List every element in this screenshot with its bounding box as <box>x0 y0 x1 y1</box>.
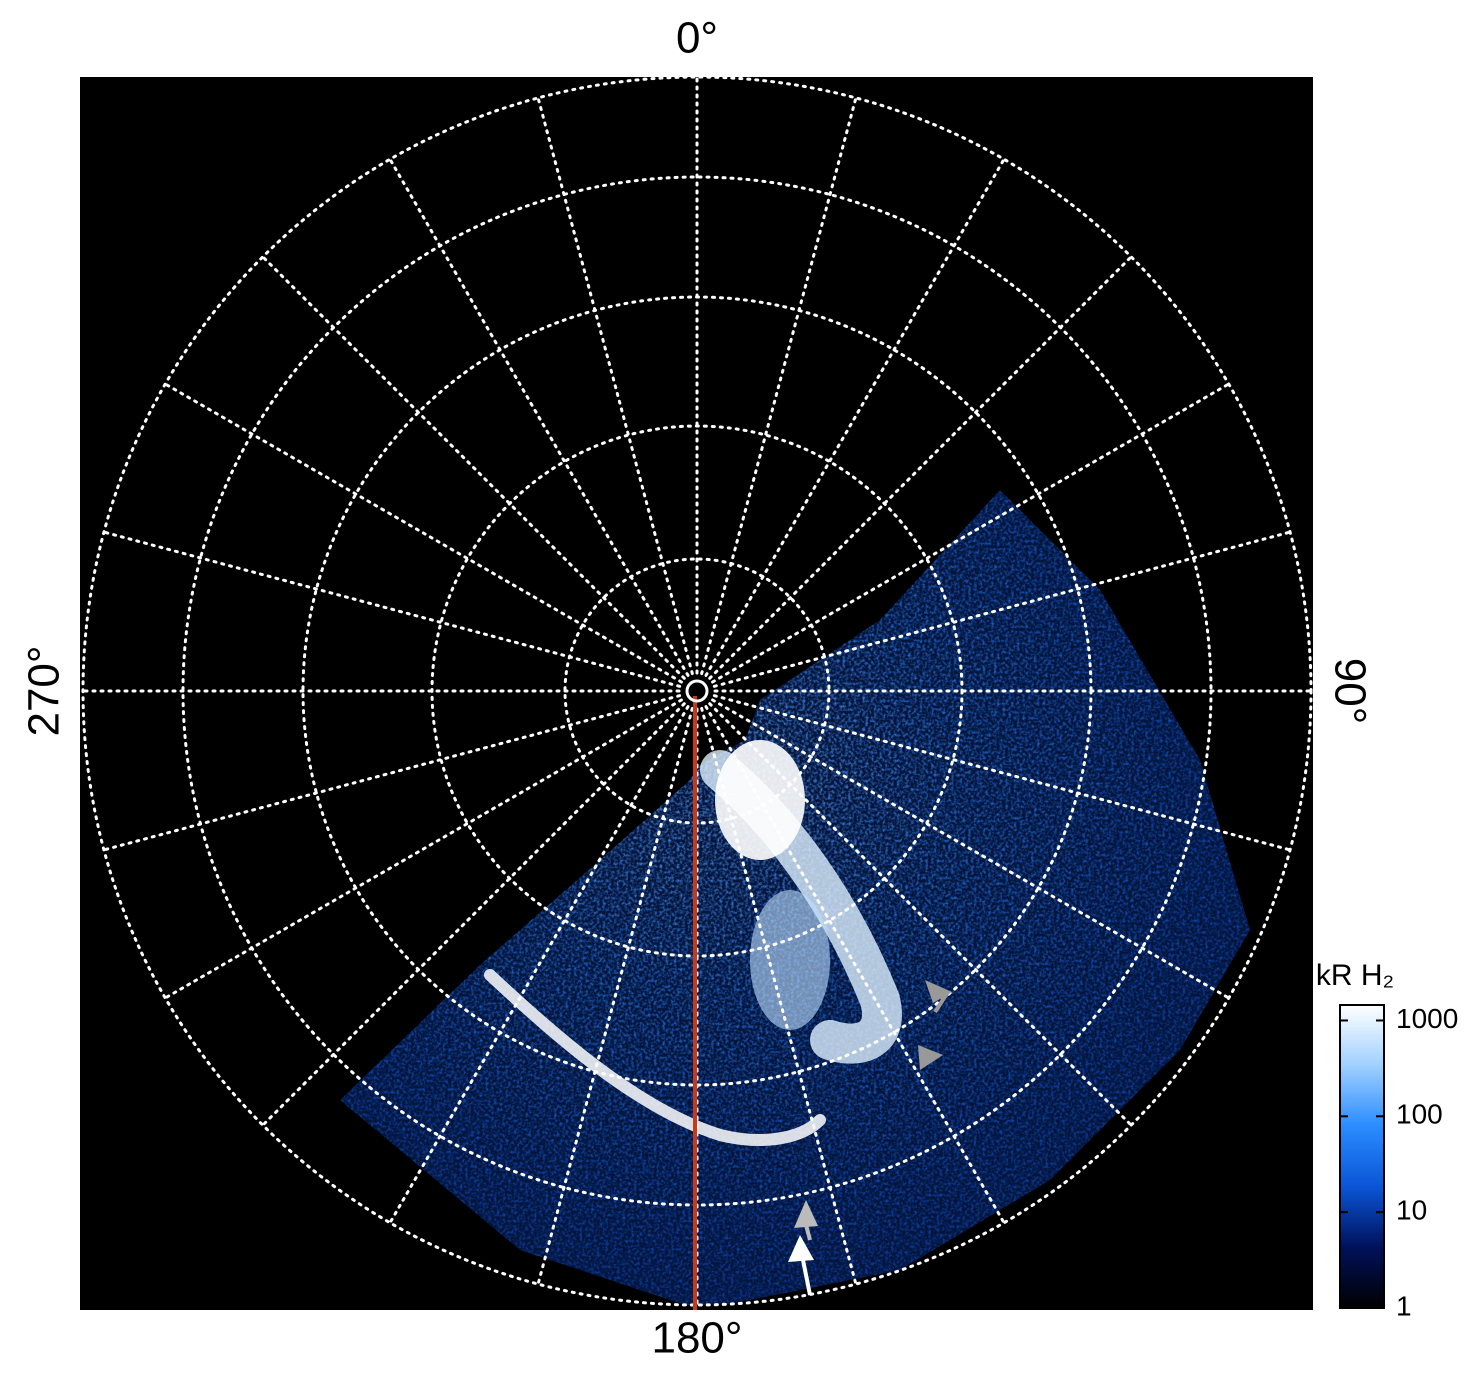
meridian-grid-line <box>704 157 1006 677</box>
meridian-grid-line <box>700 96 858 676</box>
latitude-circle <box>81 75 1313 1307</box>
arrows <box>788 980 952 1296</box>
colorbar-tick-label: 1 <box>1396 1290 1412 1321</box>
theta-tick-label: 90° <box>1325 658 1374 725</box>
meridian-grid-line <box>388 157 690 677</box>
emission <box>340 490 1250 1305</box>
polar-grid <box>81 75 1313 1307</box>
meridian-grid-line <box>712 694 1292 852</box>
theta-tick-label: 270° <box>20 645 69 736</box>
meridian-grid-line <box>388 705 690 1225</box>
theta-tick-label: 180° <box>651 1314 742 1363</box>
meridian-grid-line <box>261 255 686 680</box>
meridian-grid-line <box>261 702 686 1127</box>
colorbar-tick-label: 100 <box>1396 1099 1443 1130</box>
meridian-grid-line <box>102 530 682 688</box>
meridian-grid-line <box>712 530 1292 688</box>
meridian-grid-line <box>163 382 683 684</box>
colorbar-tick-label: 10 <box>1396 1195 1427 1226</box>
meridian-grid-line <box>708 255 1133 680</box>
meridian-grid-line <box>711 382 1231 684</box>
pole-marker <box>685 679 709 703</box>
colorbar-tick-label: 1000 <box>1396 1003 1458 1034</box>
meridian-grid-line <box>102 694 682 852</box>
meridian-grid-line <box>711 698 1231 1000</box>
meridian-grid-line <box>704 705 1006 1225</box>
meridian-grid-line <box>708 702 1133 1127</box>
meridian-grid-line <box>536 96 694 676</box>
theta-tick-label: 0° <box>676 14 718 63</box>
meridian-grid-line <box>536 706 694 1286</box>
colorbar <box>1339 1004 1385 1309</box>
meridian-grid-line <box>163 698 683 1000</box>
meridian-grid-line <box>700 706 858 1286</box>
colorbar-label: kR H₂ <box>1316 959 1394 992</box>
